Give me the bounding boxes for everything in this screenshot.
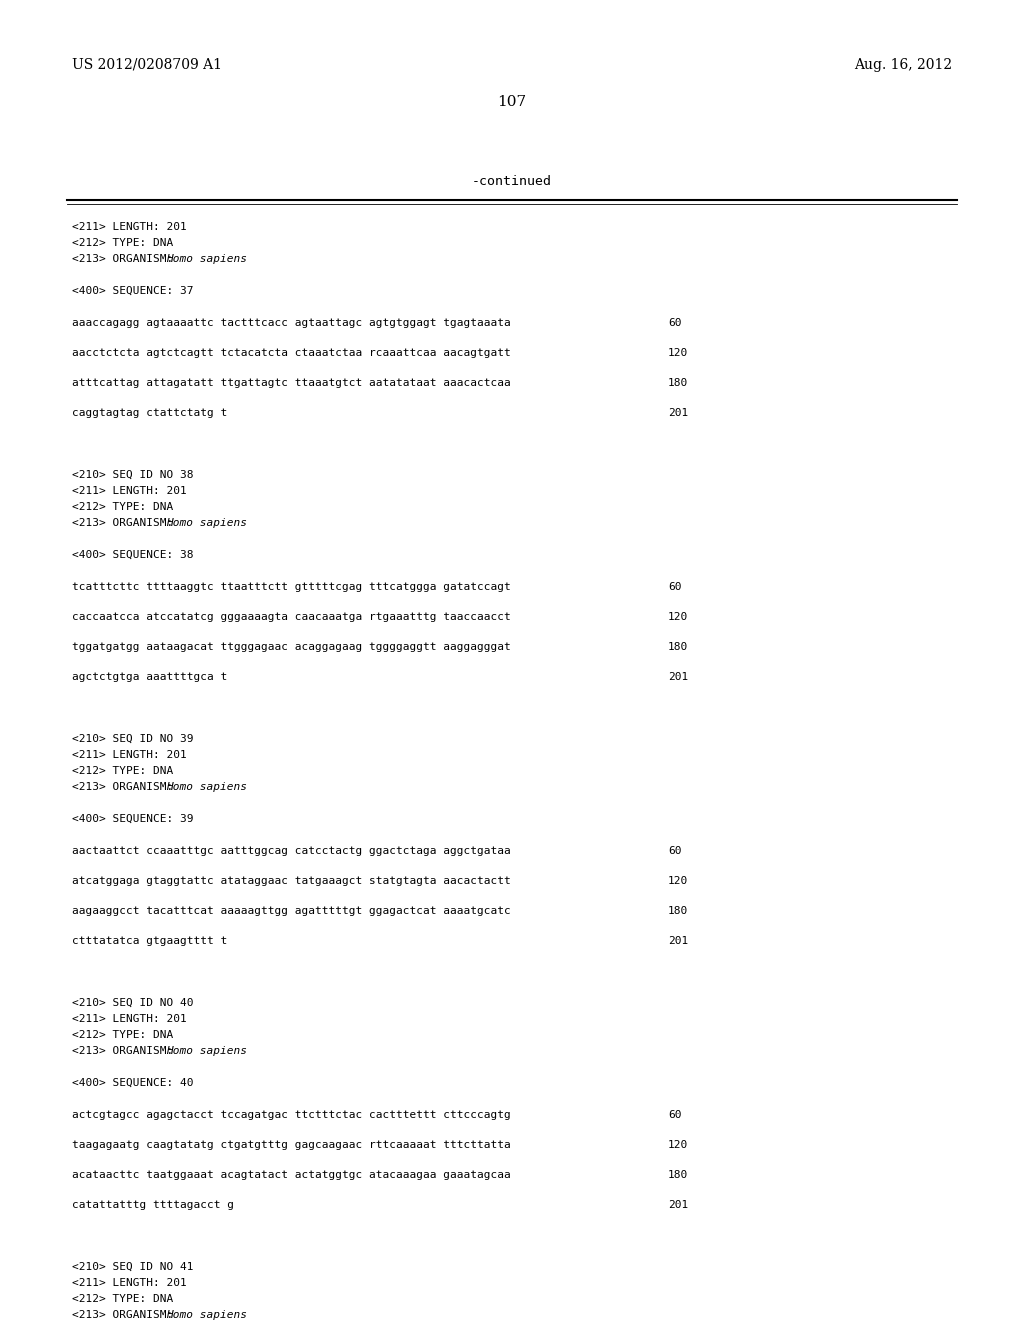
Text: 180: 180 [668,642,688,652]
Text: ctttatatca gtgaagtttt t: ctttatatca gtgaagtttt t [72,936,227,946]
Text: 201: 201 [668,408,688,418]
Text: caccaatcca atccatatcg gggaaaagta caacaaatga rtgaaatttg taaccaacct: caccaatcca atccatatcg gggaaaagta caacaaa… [72,612,511,622]
Text: <211> LENGTH: 201: <211> LENGTH: 201 [72,750,186,760]
Text: <211> LENGTH: 201: <211> LENGTH: 201 [72,1278,186,1288]
Text: <212> TYPE: DNA: <212> TYPE: DNA [72,1294,173,1304]
Text: Homo sapiens: Homo sapiens [166,1045,247,1056]
Text: 201: 201 [668,936,688,946]
Text: <400> SEQUENCE: 37: <400> SEQUENCE: 37 [72,286,194,296]
Text: Homo sapiens: Homo sapiens [166,253,247,264]
Text: <210> SEQ ID NO 41: <210> SEQ ID NO 41 [72,1262,194,1272]
Text: 180: 180 [668,378,688,388]
Text: <400> SEQUENCE: 39: <400> SEQUENCE: 39 [72,814,194,824]
Text: taagagaatg caagtatatg ctgatgtttg gagcaagaac rttcaaaaat tttcttatta: taagagaatg caagtatatg ctgatgtttg gagcaag… [72,1140,511,1150]
Text: 180: 180 [668,1170,688,1180]
Text: Aug. 16, 2012: Aug. 16, 2012 [854,58,952,73]
Text: 120: 120 [668,612,688,622]
Text: tggatgatgg aataagacat ttgggagaac acaggagaag tggggaggtt aaggagggat: tggatgatgg aataagacat ttgggagaac acaggag… [72,642,511,652]
Text: <212> TYPE: DNA: <212> TYPE: DNA [72,502,173,512]
Text: <400> SEQUENCE: 40: <400> SEQUENCE: 40 [72,1078,194,1088]
Text: acataacttc taatggaaat acagtatact actatggtgc atacaaagaa gaaatagcaa: acataacttc taatggaaat acagtatact actatgg… [72,1170,511,1180]
Text: <211> LENGTH: 201: <211> LENGTH: 201 [72,1014,186,1024]
Text: 60: 60 [668,318,682,327]
Text: actcgtagcc agagctacct tccagatgac ttctttctac cactttettt cttcccagtg: actcgtagcc agagctacct tccagatgac ttctttc… [72,1110,511,1119]
Text: 201: 201 [668,672,688,682]
Text: aaaccagagg agtaaaattc tactttcacc agtaattagc agtgtggagt tgagtaaata: aaaccagagg agtaaaattc tactttcacc agtaatt… [72,318,511,327]
Text: <212> TYPE: DNA: <212> TYPE: DNA [72,766,173,776]
Text: atttcattag attagatatt ttgattagtc ttaaatgtct aatatataat aaacactcaa: atttcattag attagatatt ttgattagtc ttaaatg… [72,378,511,388]
Text: 120: 120 [668,348,688,358]
Text: <213> ORGANISM:: <213> ORGANISM: [72,517,180,528]
Text: 180: 180 [668,906,688,916]
Text: 107: 107 [498,95,526,110]
Text: <212> TYPE: DNA: <212> TYPE: DNA [72,238,173,248]
Text: 120: 120 [668,1140,688,1150]
Text: <400> SEQUENCE: 38: <400> SEQUENCE: 38 [72,550,194,560]
Text: <213> ORGANISM:: <213> ORGANISM: [72,1309,180,1320]
Text: Homo sapiens: Homo sapiens [166,781,247,792]
Text: aagaaggcct tacatttcat aaaaagttgg agatttttgt ggagactcat aaaatgcatc: aagaaggcct tacatttcat aaaaagttgg agatttt… [72,906,511,916]
Text: atcatggaga gtaggtattc atataggaac tatgaaagct statgtagta aacactactt: atcatggaga gtaggtattc atataggaac tatgaaa… [72,876,511,886]
Text: 60: 60 [668,1110,682,1119]
Text: <213> ORGANISM:: <213> ORGANISM: [72,781,180,792]
Text: tcatttcttc ttttaaggtc ttaatttctt gtttttcgag tttcatggga gatatccagt: tcatttcttc ttttaaggtc ttaatttctt gtttttc… [72,582,511,591]
Text: <213> ORGANISM:: <213> ORGANISM: [72,253,180,264]
Text: <212> TYPE: DNA: <212> TYPE: DNA [72,1030,173,1040]
Text: agctctgtga aaattttgca t: agctctgtga aaattttgca t [72,672,227,682]
Text: 60: 60 [668,846,682,855]
Text: <210> SEQ ID NO 40: <210> SEQ ID NO 40 [72,998,194,1008]
Text: 120: 120 [668,876,688,886]
Text: <210> SEQ ID NO 38: <210> SEQ ID NO 38 [72,470,194,480]
Text: <210> SEQ ID NO 39: <210> SEQ ID NO 39 [72,734,194,744]
Text: <211> LENGTH: 201: <211> LENGTH: 201 [72,222,186,232]
Text: caggtagtag ctattctatg t: caggtagtag ctattctatg t [72,408,227,418]
Text: Homo sapiens: Homo sapiens [166,1309,247,1320]
Text: aactaattct ccaaatttgc aatttggcag catcctactg ggactctaga aggctgataa: aactaattct ccaaatttgc aatttggcag catccta… [72,846,511,855]
Text: Homo sapiens: Homo sapiens [166,517,247,528]
Text: US 2012/0208709 A1: US 2012/0208709 A1 [72,58,222,73]
Text: 201: 201 [668,1200,688,1210]
Text: <211> LENGTH: 201: <211> LENGTH: 201 [72,486,186,496]
Text: aacctctcta agtctcagtt tctacatcta ctaaatctaa rcaaattcaa aacagtgatt: aacctctcta agtctcagtt tctacatcta ctaaatc… [72,348,511,358]
Text: catattatttg ttttagacct g: catattatttg ttttagacct g [72,1200,234,1210]
Text: -continued: -continued [472,176,552,187]
Text: 60: 60 [668,582,682,591]
Text: <213> ORGANISM:: <213> ORGANISM: [72,1045,180,1056]
